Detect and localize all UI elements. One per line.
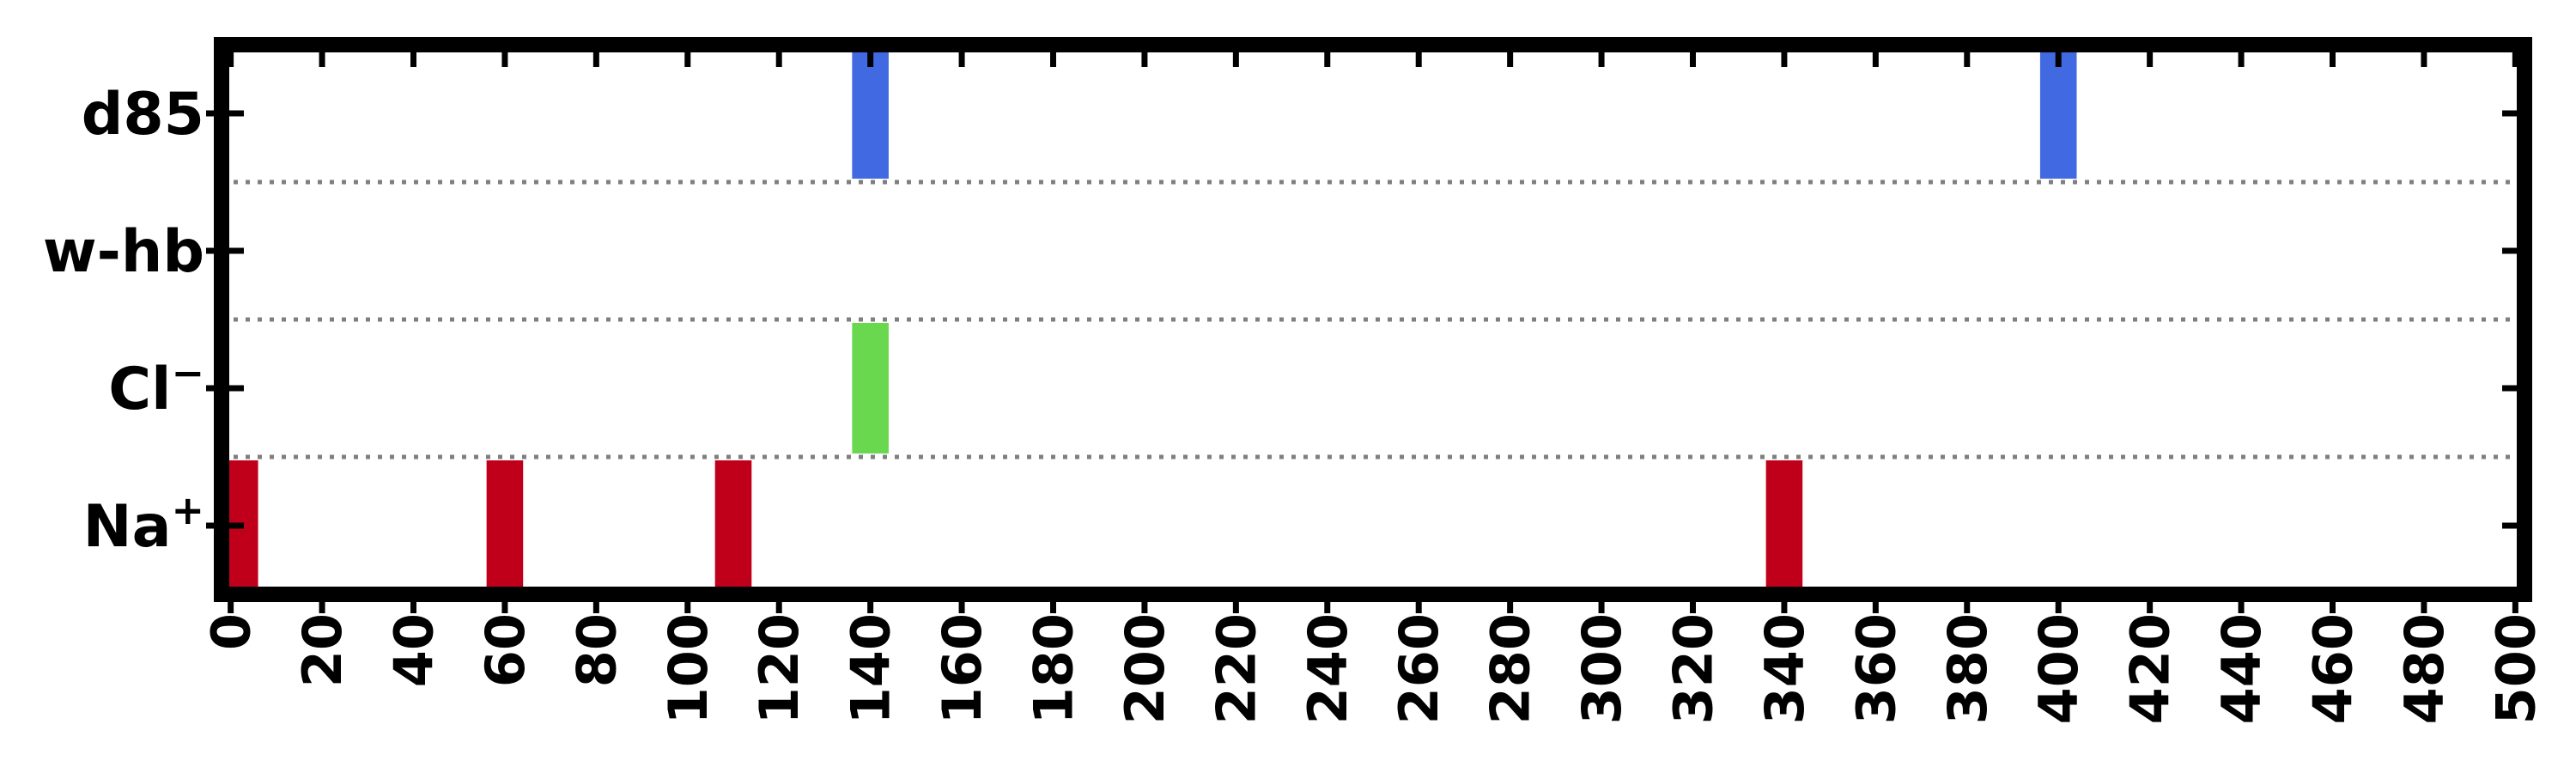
x-tick-label: 0 (200, 613, 263, 650)
plot-frame (214, 37, 2532, 602)
x-tick-label: 500 (2484, 613, 2547, 724)
x-tick-label: 240 (1297, 613, 1359, 724)
x-tick-label: 260 (1388, 613, 1450, 724)
row-label-cl: Cl− (108, 350, 204, 423)
event-bar-na (1765, 460, 1803, 591)
x-tick-label: 360 (1844, 613, 1907, 724)
event-bar-na (486, 460, 524, 591)
x-tick-label: 40 (383, 613, 446, 687)
event-bar-d85 (2039, 48, 2077, 179)
x-tick-label: 80 (565, 613, 628, 687)
x-tick-labels: 0 20 40 60 80 100 120 140 160 180 200 220 240 260 280 3… (200, 613, 2548, 724)
x-tick-label: 420 (2119, 613, 2182, 724)
x-tick-label: 20 (291, 613, 354, 687)
x-tick-label: 460 (2302, 613, 2365, 724)
event-bar-na (714, 460, 752, 591)
x-tick-label: 280 (1479, 613, 1542, 724)
row-label-d85: d85 (82, 81, 204, 149)
x-tick-label: 140 (840, 613, 902, 724)
x-tick-label: 300 (1571, 613, 1633, 724)
x-tick-label: 220 (1205, 613, 1267, 724)
event-bar-cl (852, 323, 889, 453)
x-tick-label: 100 (657, 613, 720, 724)
x-tick-label: 200 (1114, 613, 1176, 724)
x-tick-label: 440 (2210, 613, 2273, 724)
x-tick-label: 480 (2393, 613, 2456, 724)
x-tick-label: 320 (1662, 613, 1725, 724)
x-tick-label: 340 (1753, 613, 1816, 724)
x-tick-label: 120 (748, 613, 811, 724)
row-label-w-hb: w-hb (43, 218, 204, 286)
event-bar-d85 (852, 48, 889, 179)
x-tick-label: 160 (931, 613, 993, 724)
row-label-na: Na+ (83, 487, 204, 561)
row-labels: d85 w-hb Cl− Na+ (43, 81, 204, 561)
x-tick-label: 60 (474, 613, 537, 687)
x-tick-label: 400 (2027, 613, 2090, 724)
x-tick-label: 380 (1936, 613, 1999, 724)
x-tick-label: 180 (1023, 613, 1085, 724)
